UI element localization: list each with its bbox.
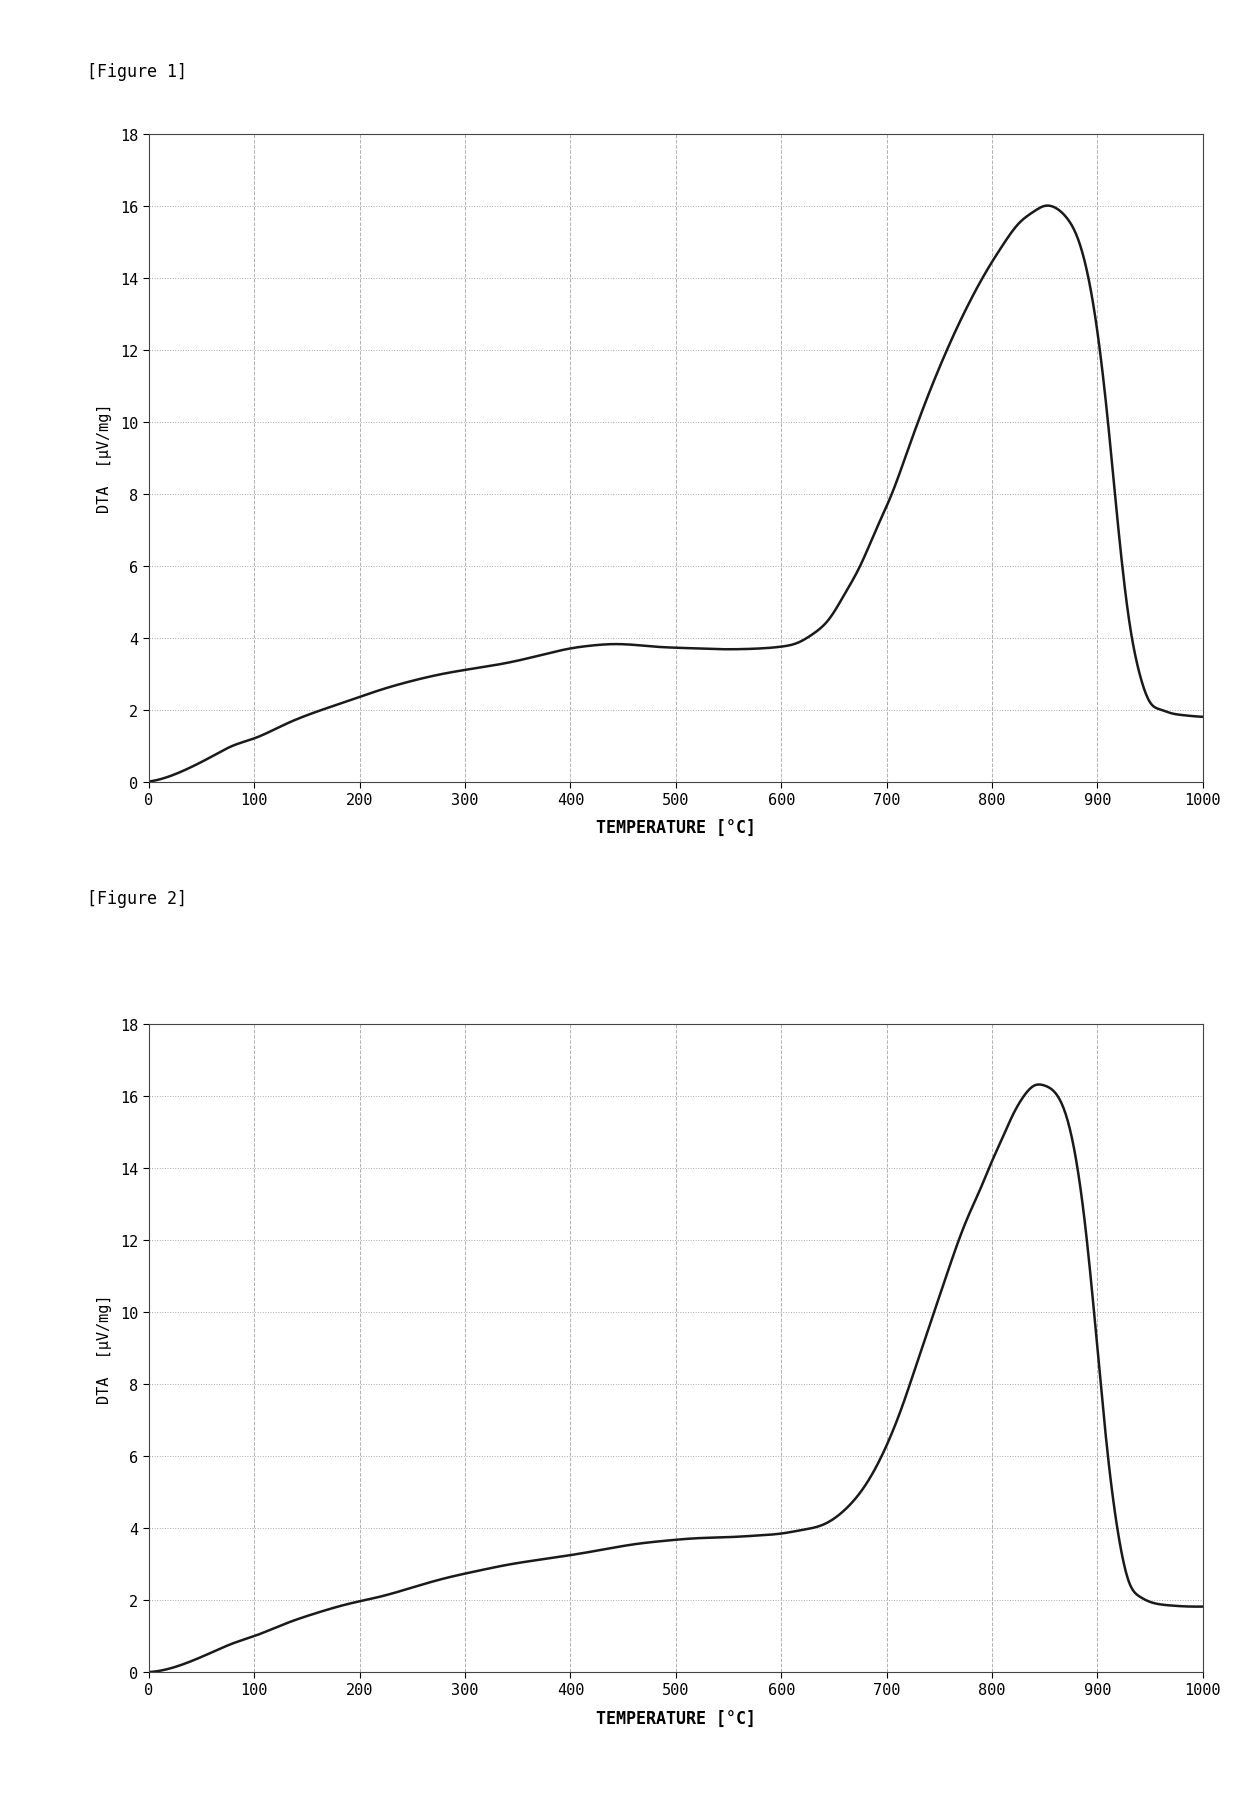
Y-axis label: DTA  [μV/mg]: DTA [μV/mg] xyxy=(97,405,112,512)
Text: [Figure 2]: [Figure 2] xyxy=(87,890,187,908)
Text: [Figure 1]: [Figure 1] xyxy=(87,63,187,81)
X-axis label: TEMPERATURE [°C]: TEMPERATURE [°C] xyxy=(595,1708,756,1726)
Y-axis label: DTA  [μV/mg]: DTA [μV/mg] xyxy=(97,1295,112,1402)
X-axis label: TEMPERATURE [°C]: TEMPERATURE [°C] xyxy=(595,818,756,836)
